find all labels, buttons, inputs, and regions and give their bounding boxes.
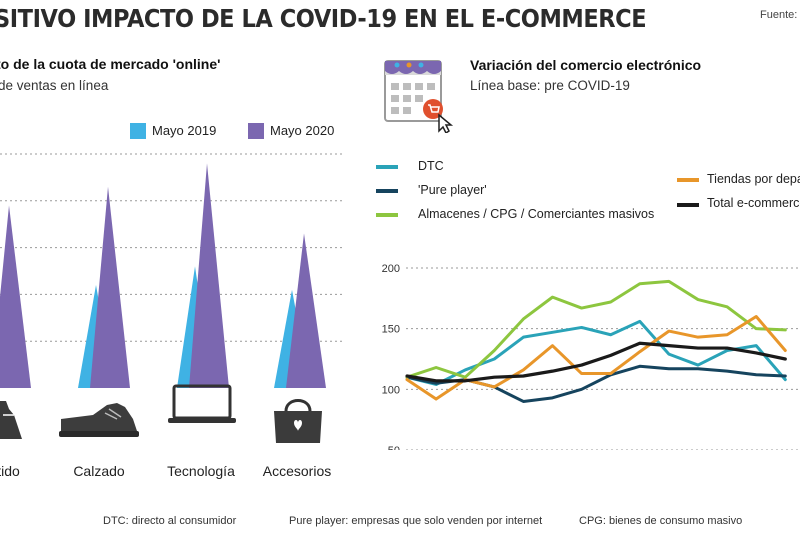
right-chart-title: Variación del comercio electrónico [470,57,702,73]
legend-label-pure-player: 'Pure player' [418,183,487,197]
legend-swatch-2020 [248,123,264,139]
bar-mayo-2020 [286,233,326,388]
shoe-icon [59,403,139,437]
footnote-dtc: DTC: directo al consumidor [103,515,237,527]
legend-swatch-tiendas [677,178,699,182]
legend-label-tiendas: Tiendas por depa [707,172,800,186]
category-label-tecnologia: Tecnología [167,463,235,479]
legend-swatch-dtc [376,165,398,169]
y-tick-label: 100 [382,384,400,396]
category-label-accesorios: Accesorios [262,463,332,479]
category-label-calzado: Calzado [73,463,125,479]
legend-label-dtc: DTC [418,159,444,173]
legend-label-2019: Mayo 2019 [152,123,217,138]
bar-chart [0,153,345,388]
series-line-total [405,341,787,383]
page-title: SITIVO IMPACTO DE LA COVID-19 EN EL E-CO… [0,4,647,33]
bar-mayo-2020 [0,205,31,388]
y-tick-label: 200 [382,263,400,275]
legend-swatch-total [677,203,699,207]
legend-swatch-pure-player [376,189,398,193]
left-chart-subtitle: de ventas en línea [0,78,109,93]
store-calendar-cart-icon [384,60,454,133]
handbag-icon [274,399,322,443]
footnote-cpg: CPG: bienes de consumo masivo [579,515,743,527]
legend-label-total: Total e-commerce [707,196,800,210]
footnote-pure-player: Pure player: empresas que solo venden po… [289,515,543,527]
bar-mayo-2020 [189,163,229,388]
y-tick-label: 150 [382,324,400,336]
legend-swatch-almacenes [376,213,398,217]
laptop-icon [168,384,236,423]
left-chart-title: to de la cuota de mercado 'online' [0,56,221,72]
legend-label-2020: Mayo 2020 [270,123,335,138]
bar-mayo-2020 [90,186,130,388]
dress-icon [0,401,22,439]
series-line-almacenes [405,279,787,379]
series-line-dtc [405,319,787,386]
right-chart-subtitle: Línea base: pre COVID-19 [470,78,630,93]
y-tick-label: 50 [388,445,400,450]
legend-swatch-2019 [130,123,146,139]
legend-label-almacenes: Almacenes / CPG / Comerciantes masivos [418,207,655,221]
line-chart: 501001502003/73/143/213/284/44/114/184/2… [382,263,800,450]
category-label-vestido: stido [0,463,20,479]
source-label: Fuente: T [760,9,800,21]
